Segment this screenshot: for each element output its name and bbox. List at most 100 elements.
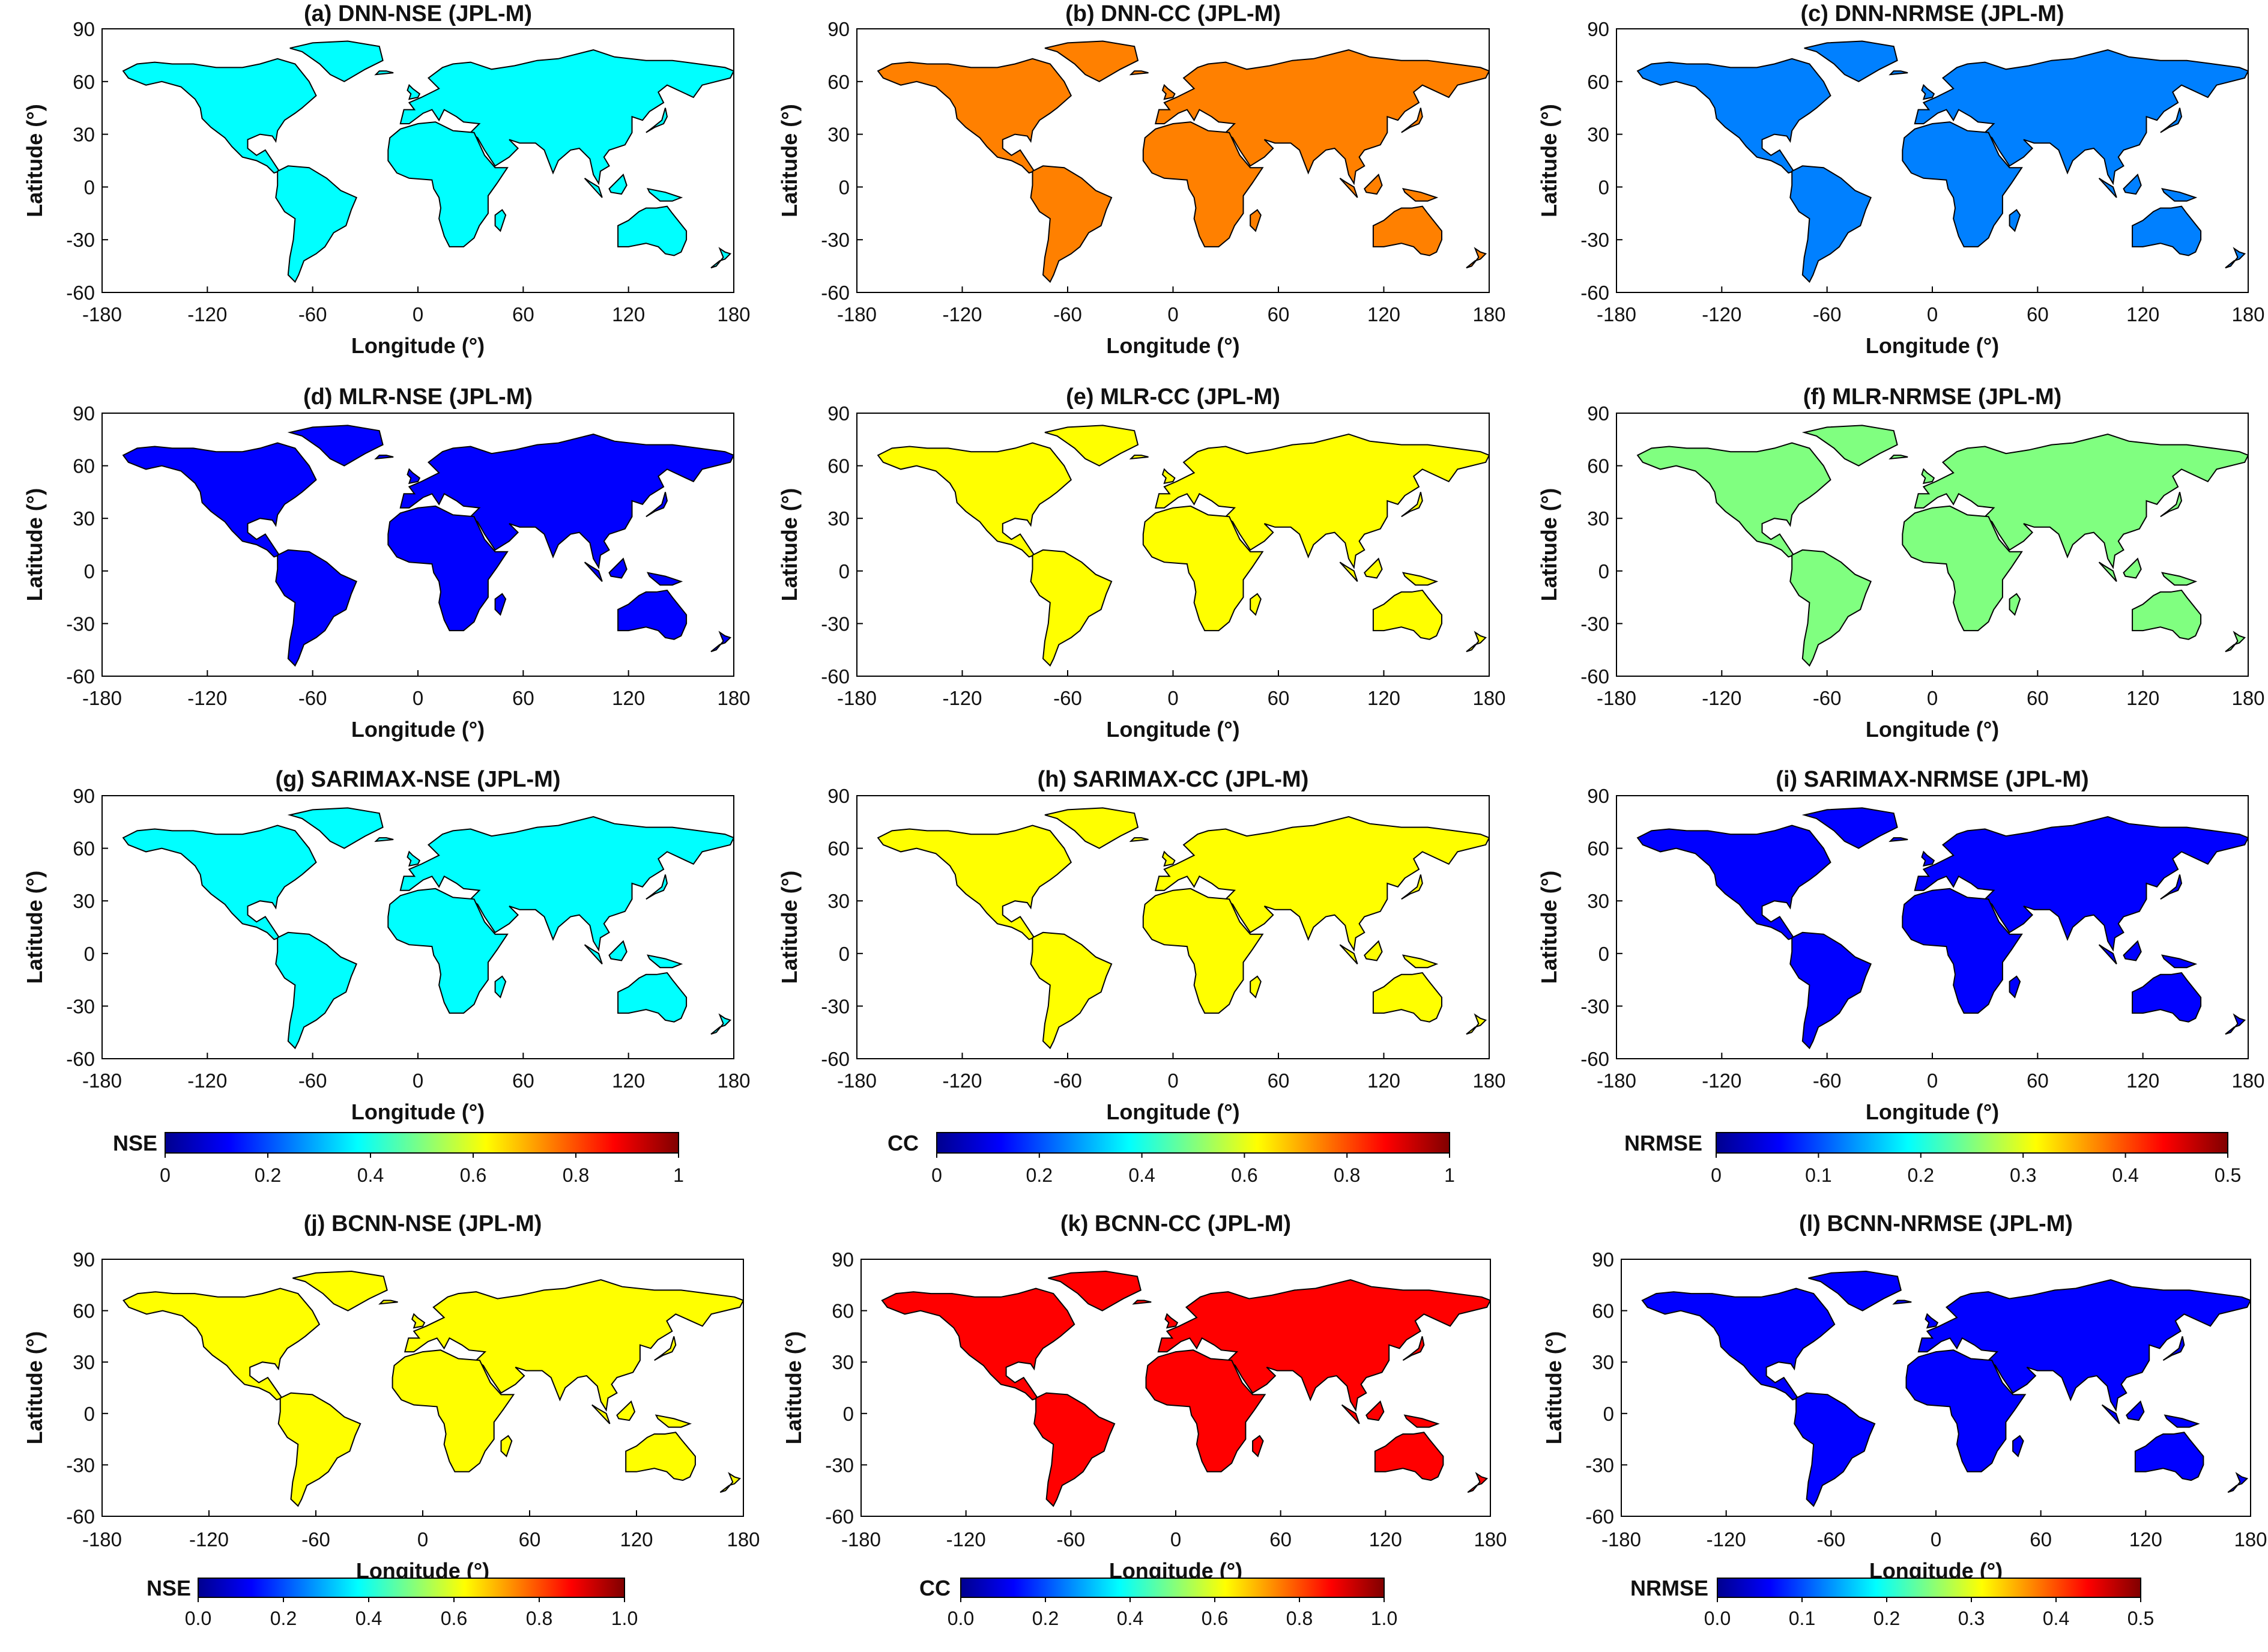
- map-panel-d: (d) MLR-NSE (JPL-M) -180 -120 -60 0 60 120 180 9…: [22, 384, 751, 742]
- continent-outline: [1641, 1287, 1836, 1401]
- colorbar-tick-label: 0.2: [1026, 1164, 1053, 1186]
- x-tick-label: 0: [1927, 1070, 1938, 1092]
- continent-outline: [1789, 931, 1872, 1050]
- continent-outline: [2123, 557, 2142, 579]
- x-tick-label: 120: [1367, 1070, 1400, 1092]
- colorbar-label: NSE: [147, 1576, 191, 1600]
- continent-outline: [275, 931, 358, 1050]
- y-tick-label: 30: [73, 1351, 95, 1373]
- continent-outline: [1252, 1435, 1264, 1457]
- continent-outline: [1914, 433, 2248, 569]
- colorbar-tick-label: 1: [673, 1164, 684, 1186]
- y-tick-label: 0: [843, 1403, 854, 1425]
- continent-outline: [399, 433, 734, 569]
- y-tick-label: 30: [1587, 507, 1609, 530]
- x-tick-label: 60: [519, 1528, 541, 1551]
- continent-outline: [1365, 1400, 1385, 1421]
- continent-outline: [1164, 1313, 1179, 1329]
- colorbar-tick-label: 0.6: [460, 1164, 486, 1186]
- land-surface: [881, 1270, 1490, 1507]
- continent-outline: [399, 49, 734, 186]
- panel-title: (d) MLR-NSE (JPL-M): [303, 384, 533, 410]
- x-tick-label: 60: [1268, 303, 1290, 325]
- continent-outline: [584, 944, 603, 964]
- continent-outline: [2225, 247, 2246, 268]
- colorbar-label: CC: [888, 1131, 919, 1155]
- continent-outline: [2101, 1404, 2120, 1424]
- x-tick-label: 60: [2027, 303, 2049, 325]
- land-surface: [1636, 40, 2248, 283]
- continent-outline: [407, 850, 421, 867]
- panel-title: (g) SARIMAX-NSE (JPL-M): [276, 767, 561, 792]
- continent-outline: [1132, 1300, 1152, 1305]
- continent-outline: [500, 1435, 513, 1457]
- y-tick-label: 90: [1592, 1248, 1614, 1271]
- map-panel-i: (i) SARIMAX-NRMSE (JPL-M) -180 -120 -60 0 60 1…: [1537, 767, 2265, 1124]
- map-panel-l: (l) BCNN-NRMSE (JPL-M) -180 -120 -60 0 60 120 1…: [1541, 1211, 2267, 1583]
- continent-outline: [1921, 468, 1935, 485]
- continent-outline: [122, 1287, 321, 1401]
- y-tick-label: 30: [832, 1351, 854, 1373]
- x-tick-label: 120: [2126, 303, 2159, 325]
- continent-outline: [1636, 442, 1831, 558]
- continent-outline: [1161, 850, 1176, 867]
- x-tick-label: 180: [1474, 1528, 1507, 1551]
- y-tick-label: 0: [1598, 560, 1609, 582]
- continent-outline: [1339, 561, 1358, 582]
- panel-title: (k) BCNN-CC (JPL-M): [1060, 1211, 1291, 1236]
- colorbar-label: NRMSE: [1630, 1576, 1708, 1600]
- y-tick-label: -30: [66, 995, 95, 1017]
- colorbar-tick-label: 0.8: [563, 1164, 589, 1186]
- continent-outline: [881, 1287, 1075, 1401]
- continent-outline: [591, 1404, 611, 1424]
- y-tick-label: 60: [827, 455, 850, 477]
- panel-title: (l) BCNN-NRMSE (JPL-M): [1799, 1211, 2073, 1236]
- colorbar-tick-label: 0: [160, 1164, 171, 1186]
- continent-outline: [1794, 1392, 1876, 1507]
- continent-outline: [1339, 177, 1358, 198]
- continent-outline: [877, 442, 1072, 558]
- x-tick-label: -120: [1702, 1070, 1741, 1092]
- y-tick-label: -60: [821, 282, 850, 304]
- y-axis-label: Latitude (°): [22, 488, 47, 601]
- continent-outline: [1129, 70, 1149, 76]
- colorbar-tick-label: 0.1: [1805, 1164, 1831, 1186]
- x-tick-label: 120: [612, 687, 645, 709]
- colorbar-tick-label: 0.0: [948, 1608, 974, 1629]
- continent-outline: [1466, 631, 1487, 653]
- x-tick-label: -120: [942, 687, 982, 709]
- colorbar-tick-label: 0.6: [441, 1608, 467, 1629]
- x-axis-label: Longitude (°): [1106, 333, 1239, 358]
- y-axis-label: Latitude (°): [777, 104, 802, 217]
- x-tick-label: -120: [946, 1528, 986, 1551]
- x-tick-label: -120: [187, 687, 227, 709]
- y-tick-label: -30: [1580, 995, 1609, 1017]
- colorbar-tick-label: 0.4: [1128, 1164, 1155, 1186]
- y-axis-label: Latitude (°): [1537, 871, 1561, 984]
- continent-outline: [1155, 815, 1489, 952]
- continent-outline: [2098, 944, 2117, 964]
- map-panel-e: (e) MLR-CC (JPL-M) -180 -120 -60 0 60 120 180 90…: [777, 384, 1506, 742]
- x-tick-label: -180: [837, 303, 877, 325]
- continent-outline: [1372, 589, 1442, 640]
- panel-title: (i) SARIMAX-NRMSE (JPL-M): [1776, 767, 2088, 792]
- continent-outline: [584, 561, 603, 582]
- x-tick-label: 60: [2030, 1528, 2052, 1551]
- y-tick-label: -60: [825, 1505, 854, 1528]
- x-tick-label: -120: [187, 303, 227, 325]
- y-tick-label: 30: [73, 890, 95, 912]
- x-tick-label: -180: [82, 687, 122, 709]
- y-axis-label: Latitude (°): [22, 1331, 47, 1444]
- x-tick-label: 120: [612, 1070, 645, 1092]
- colorbar-tick-label: 0: [931, 1164, 942, 1186]
- continent-outline: [2009, 593, 2021, 616]
- continent-outline: [387, 888, 509, 1014]
- continent-outline: [494, 208, 507, 232]
- y-tick-label: 0: [84, 1403, 95, 1425]
- x-tick-label: -180: [82, 1528, 122, 1551]
- continent-outline: [404, 1279, 743, 1412]
- continent-outline: [1466, 247, 1487, 268]
- y-tick-label: 60: [1592, 1300, 1614, 1322]
- y-tick-label: 90: [1587, 18, 1609, 40]
- y-tick-label: -30: [66, 229, 95, 251]
